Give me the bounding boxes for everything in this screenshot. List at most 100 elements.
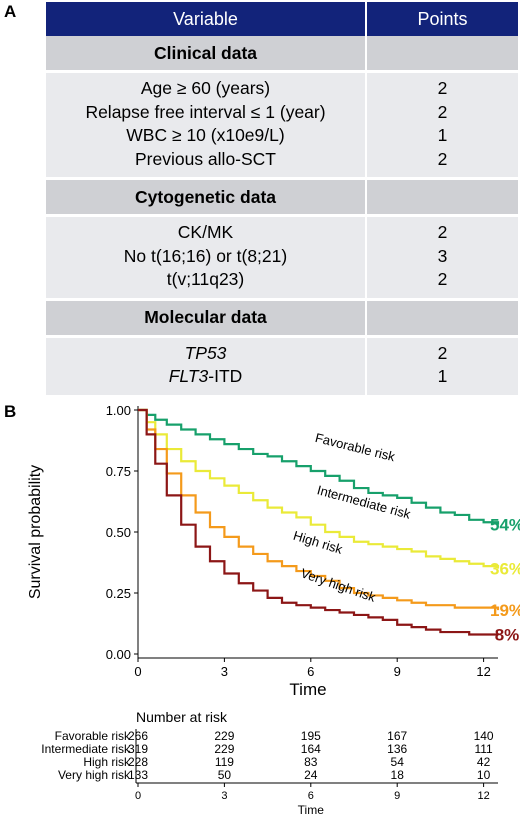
- section-title: Cytogenetic data: [46, 180, 367, 214]
- x-axis-title: Time: [289, 680, 326, 699]
- survival-curve: [138, 408, 500, 525]
- curve-label: Favorable risk: [314, 430, 397, 464]
- section-points-empty: [366, 300, 518, 335]
- points-item: 1: [437, 125, 448, 145]
- y-tick-label: 0.75: [106, 464, 131, 479]
- section-items-row: Age ≥ 60 (years) Relapse free interval ≤ …: [46, 73, 518, 177]
- y-tick-label: 0.00: [106, 647, 131, 662]
- variable-item: Relapse free interval ≤ 1 (year): [85, 101, 326, 122]
- section-row: Molecular data: [46, 300, 518, 335]
- risk-count: 164: [301, 742, 321, 756]
- variable-list: Age ≥ 60 (years) Relapse free interval ≤ …: [46, 73, 367, 177]
- y-tick-label: 0.25: [106, 586, 131, 601]
- row-spacer: [46, 177, 518, 180]
- end-percentage-label: 54%: [490, 516, 520, 535]
- header-variable: Variable: [46, 2, 367, 36]
- risk-count: 195: [301, 729, 321, 743]
- variable-item: No t(16;16) or t(8;21): [123, 245, 288, 266]
- row-spacer: [46, 297, 518, 301]
- risk-x-tick-label: 0: [135, 790, 141, 802]
- survival-curve: [138, 408, 498, 636]
- variable-item: WBC ≥ 10 (x10e9/L): [126, 125, 285, 145]
- survival-curve: [138, 408, 500, 569]
- risk-count: 319: [128, 742, 148, 756]
- risk-count: 266: [128, 729, 148, 743]
- axes: 0.00 0.25 0.50 0.75 1.00 0 3 6 9 12 Time Survival p…: [27, 403, 498, 699]
- risk-count: 229: [214, 742, 234, 756]
- variable-item: t(v;11q23): [166, 269, 245, 289]
- points-list: 2 2 1 2: [366, 73, 518, 177]
- survival-chart: 0.00 0.25 0.50 0.75 1.00 0 3 6 9 12 Time Survival p…: [27, 403, 520, 817]
- risk-count: 10: [477, 768, 491, 782]
- section-title: Clinical data: [46, 36, 367, 70]
- x-tick-label: 6: [307, 664, 314, 679]
- risk-count: 140: [474, 729, 494, 743]
- risk-x-tick-label: 6: [308, 790, 314, 802]
- points-item: 2: [437, 101, 448, 122]
- table-body: Clinical data Age ≥ 60 (years) Relapse fre…: [46, 36, 518, 395]
- risk-count: 18: [391, 768, 405, 782]
- risk-row-name: Very high risk: [58, 768, 131, 782]
- points-item: 2: [437, 342, 448, 363]
- risk-count: 167: [387, 729, 407, 743]
- row-spacer: [46, 334, 518, 338]
- risk-count: 136: [387, 742, 407, 756]
- risk-count: 24: [304, 768, 318, 782]
- x-tick-label: 9: [394, 664, 401, 679]
- x-tick-label: 0: [134, 664, 141, 679]
- section-title: Molecular data: [46, 300, 367, 335]
- risk-count: 133: [128, 768, 148, 782]
- points-item: 3: [437, 245, 448, 266]
- section-points-empty: [366, 36, 518, 70]
- row-spacer: [46, 214, 518, 217]
- risk-x-tick-label: 12: [477, 790, 489, 802]
- risk-count: 228: [128, 755, 148, 769]
- variable-item: Age ≥ 60 (years): [140, 78, 271, 98]
- risk-count: 83: [304, 755, 318, 769]
- risk-count: 111: [474, 742, 493, 756]
- risk-count: 229: [214, 729, 234, 743]
- risk-score-table: Variable Points Clinical data Age ≥ 60 (y…: [46, 2, 518, 395]
- variable-item: FLT3-ITD: [168, 366, 243, 386]
- points-item: 2: [437, 148, 448, 169]
- points-item: 2: [437, 78, 448, 98]
- points-item: 2: [437, 222, 448, 242]
- risk-table-title: Number at risk: [136, 709, 228, 725]
- risk-x-tick-label: 3: [221, 790, 227, 802]
- risk-row-name: Intermediate risk: [41, 742, 131, 756]
- points-item: 2: [437, 269, 448, 289]
- end-percentage-label: 19%: [490, 601, 520, 620]
- header-points: Points: [366, 2, 518, 36]
- risk-count: 42: [477, 755, 491, 769]
- curve-label: Very high risk: [299, 565, 378, 605]
- y-axis-title: Survival probability: [27, 465, 44, 599]
- section-row: Clinical data: [46, 36, 518, 70]
- y-tick-label: 0.50: [106, 525, 131, 540]
- risk-count: 119: [215, 755, 234, 769]
- section-items-row: CK/MK No t(16;16) or t(8;21) t(v;11q23) 2 3 2: [46, 217, 518, 298]
- risk-row-name: High risk: [83, 755, 131, 769]
- risk-count: 50: [218, 768, 232, 782]
- row-spacer: [46, 70, 518, 73]
- panel-a-label: A: [4, 2, 17, 21]
- survival-curve: [138, 408, 500, 611]
- variable-list: CK/MK No t(16;16) or t(8;21) t(v;11q23): [46, 217, 367, 298]
- section-points-empty: [366, 180, 518, 214]
- end-percentage-label: 8%: [495, 625, 520, 644]
- end-percentage-label: 36%: [490, 560, 520, 579]
- variable-item: TP53: [184, 342, 227, 363]
- variable-list: TP53 FLT3-ITD: [46, 337, 367, 395]
- risk-x-tick-label: 9: [394, 790, 400, 802]
- section-row: Cytogenetic data: [46, 180, 518, 214]
- risk-x-title: Time: [298, 803, 325, 817]
- points-list: 2 3 2: [366, 217, 518, 298]
- points-item: 1: [437, 366, 448, 386]
- x-tick-label: 12: [476, 664, 490, 679]
- section-items-row: TP53 FLT3-ITD 2 1: [46, 337, 518, 395]
- risk-count: 54: [391, 755, 405, 769]
- panel-b-label: B: [4, 402, 17, 421]
- risk-row-name: Favorable risk: [55, 729, 131, 743]
